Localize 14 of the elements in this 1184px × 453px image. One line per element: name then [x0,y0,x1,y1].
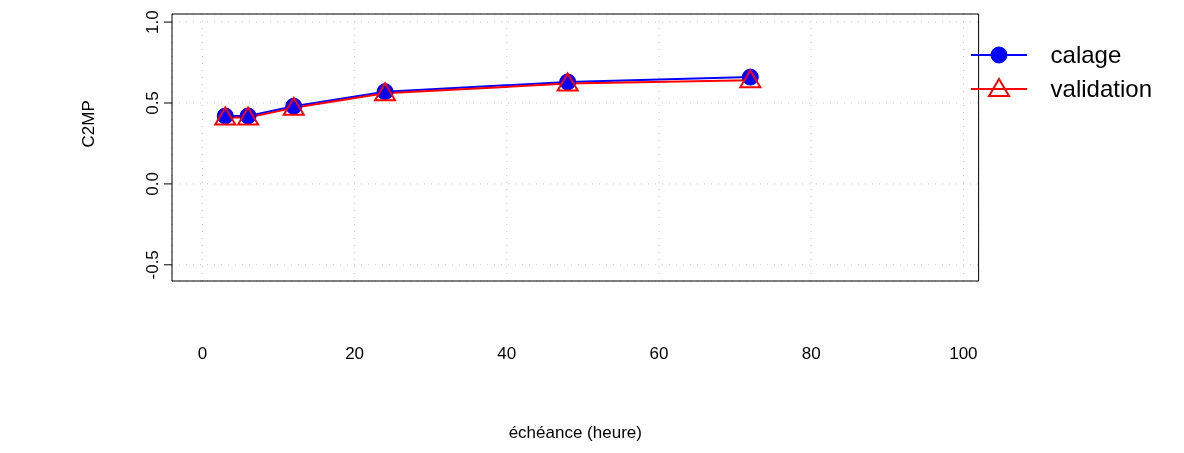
y-tick-label: 1.0 [143,10,162,34]
x-tick-label: 80 [801,344,821,363]
y-axis-title: C2MP [79,100,99,148]
y-tick-label: -0.5 [143,250,162,280]
x-axis-title: échéance (heure) [508,423,642,442]
x-tick-label: 100 [949,344,978,363]
legend-label: validation [1050,74,1152,104]
x-tick-label: 20 [345,344,365,363]
legend-label: calage [1050,40,1122,70]
x-tick-label: 0 [197,344,208,363]
y-tick-label: 0.0 [143,172,162,196]
x-tick-label: 40 [497,344,517,363]
x-tick-label: 60 [649,344,669,363]
y-tick-label: 0.5 [143,91,162,115]
